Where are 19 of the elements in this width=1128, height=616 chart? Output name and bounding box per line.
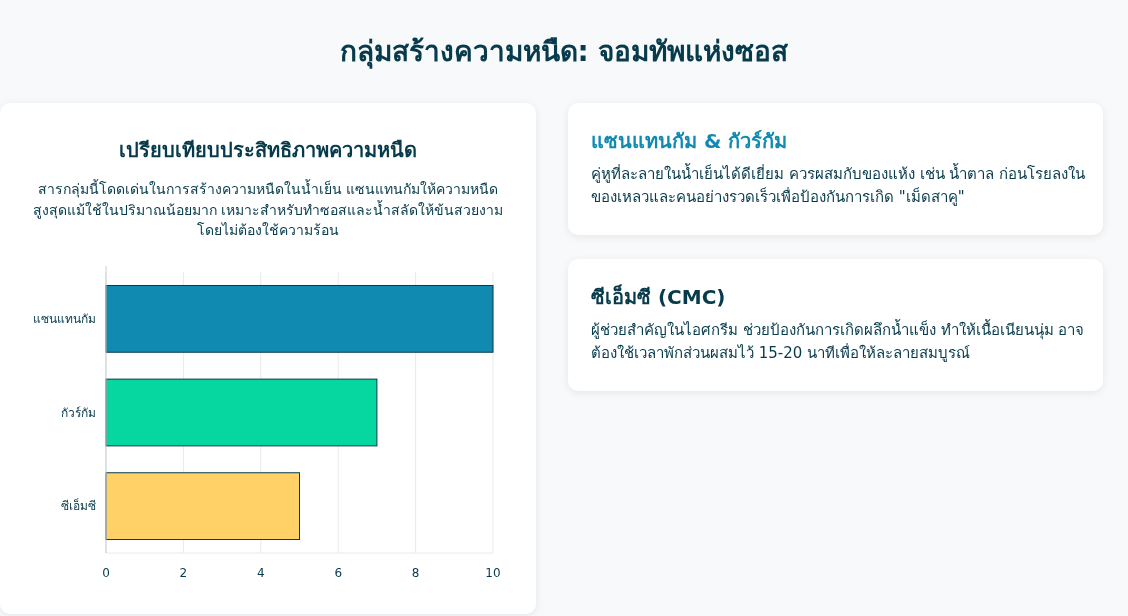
chart-subtitle: สารกลุ่มนี้โดดเด่นในการสร้างความหนืดในน้ำเย็น แซนแทนกัมให้ความหนืดสูงสุดแม้ใช้ในปริมาณน้อยมาก เหมาะสำหรับทำซอสและน้ำสลัดให้ข้นสวยงามโดยไม่ต้องใช้ความร้อน xyxy=(32,179,504,240)
y-tick-label: ซีเอ็มซี xyxy=(61,498,96,514)
y-tick-label: แซนแทนกัม xyxy=(33,312,96,327)
text: แซนแทนกัม & กัวร์กัม xyxy=(591,128,789,155)
x-tick-label: 8 xyxy=(411,566,420,580)
x-tick-label: 4 xyxy=(256,566,265,580)
x-tick-label: 0 xyxy=(102,566,110,580)
x-tick-label: 2 xyxy=(179,566,188,580)
x-tick-label: 10 xyxy=(485,566,501,580)
bar xyxy=(105,378,378,447)
text: คู่หูที่ละลายในน้ำเย็นได้ดีเยี่ยม ควรผสมกับของแห้ง เช่น น้ำตาล ก่อนโรยลงในของเหลวและคนอย่างรวดเร็วเพื่อป้องกันการเกิด "เม็ดสาคู" xyxy=(591,163,1086,208)
text: กลุ่มสร้างความหนืด: จอมทัพแห่งซอส xyxy=(338,34,790,71)
y-tick-label: กัวร์กัม xyxy=(61,405,96,420)
chart-title: เปรียบเทียบประสิทธิภาพความหนืด xyxy=(118,137,418,164)
bar xyxy=(105,284,494,353)
text: ผู้ช่วยสำคัญในไอศกรีม ช่วยป้องกันการเกิดผลึกน้ำแข็ง ทำให้เนื้อเนียนนุ่ม อาจต้องใช้เวลาพักส่วนผสมไว้ 15-20 นาทีเพื่อให้ละลายสมบูรณ์ xyxy=(591,319,1086,364)
text: ซีเอ็มซี (CMC) xyxy=(591,283,727,311)
bar xyxy=(105,472,300,541)
x-tick-label: 6 xyxy=(334,566,343,580)
